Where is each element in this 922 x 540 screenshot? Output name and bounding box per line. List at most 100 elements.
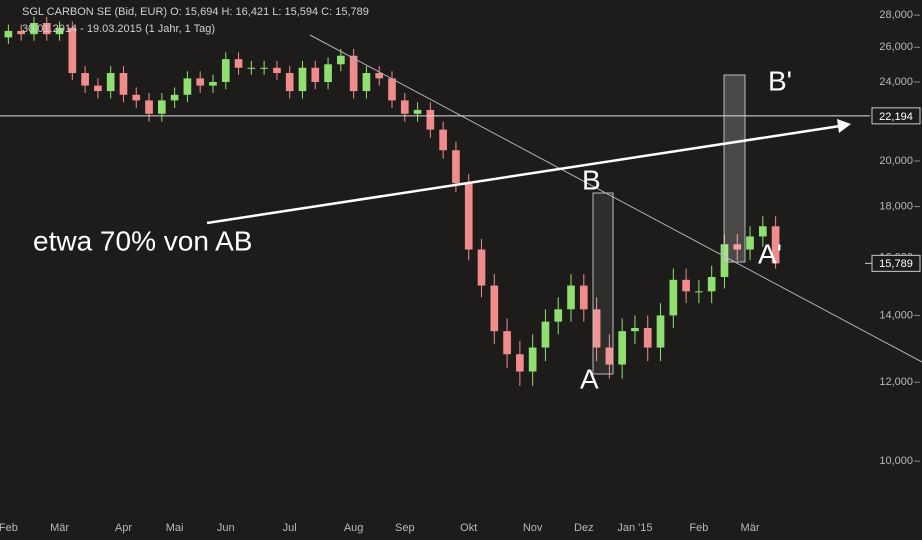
- candle-body: [106, 73, 115, 92]
- candle-body: [426, 109, 435, 130]
- candle-body: [324, 64, 332, 82]
- candle-body: [592, 309, 601, 348]
- x-tick-label: Feb: [0, 522, 18, 534]
- x-tick-label: Sep: [395, 522, 415, 534]
- price-tag-label: 15,789: [879, 258, 913, 270]
- candle-body: [349, 55, 358, 92]
- candle-body: [618, 331, 626, 365]
- candle-body: [452, 150, 460, 184]
- candle-body: [707, 276, 716, 292]
- y-tick-label: 12,000: [879, 376, 913, 388]
- candle-body: [746, 236, 754, 250]
- candle-body: [605, 347, 614, 365]
- candle-body: [567, 285, 575, 310]
- candle-body: [464, 183, 473, 250]
- x-tick-label: Jul: [283, 522, 297, 534]
- candle-body: [643, 327, 652, 348]
- candle-body: [30, 23, 38, 35]
- candle-body: [298, 67, 307, 92]
- candle-body: [68, 27, 77, 74]
- annotation: A': [758, 238, 782, 269]
- y-tick-label: 14,000: [879, 309, 913, 321]
- candle-body: [771, 226, 780, 264]
- candle-body: [503, 331, 511, 355]
- candle-body: [196, 78, 205, 86]
- y-tick-label: 24,000: [879, 76, 913, 88]
- arrow-head: [837, 119, 851, 133]
- candle-body: [439, 129, 447, 151]
- plot-area: [4, 16, 780, 386]
- candle-body: [221, 59, 230, 82]
- candle-body: [81, 73, 89, 86]
- x-tick-label: Okt: [460, 522, 477, 534]
- chart-title: SGL CARBON SE (Bid, EUR) O: 15,694 H: 16…: [22, 6, 369, 18]
- price-tag: [871, 107, 921, 125]
- candle-body: [234, 59, 243, 68]
- x-tick-label: Mär: [50, 522, 69, 534]
- candle-body: [669, 279, 678, 316]
- price-tag: [871, 254, 921, 272]
- candle-body: [528, 347, 537, 372]
- candle-body: [94, 85, 102, 92]
- candle-body: [158, 100, 166, 114]
- y-tick-label: 18,000: [879, 200, 913, 212]
- annotation: B': [768, 65, 792, 96]
- annotation: etwa 70% von AB: [33, 225, 252, 256]
- candle-body: [733, 244, 742, 250]
- candle-body: [362, 73, 371, 92]
- candle-body: [579, 285, 588, 310]
- y-tick-label: 28,000: [879, 9, 913, 21]
- x-tick-label: Apr: [115, 522, 132, 534]
- x-tick-label: Jun: [217, 522, 235, 534]
- y-tick-label: 20,000: [879, 155, 913, 167]
- candle-body: [758, 226, 767, 237]
- x-tick-label: Dez: [574, 522, 594, 534]
- arrow: [206, 124, 841, 225]
- candle-body: [132, 94, 141, 101]
- x-tick-label: Jan '15: [617, 522, 652, 534]
- range-box: [592, 192, 614, 375]
- candle-body: [55, 27, 64, 35]
- chart-subtitle: 30.01.2014 - 19.03.2015 (1 Jahr, 1 Tag): [22, 23, 215, 35]
- candle-body: [631, 327, 639, 332]
- y-tick-label: 10,000: [879, 455, 913, 467]
- candle-body: [541, 321, 550, 348]
- trend-line: [309, 34, 922, 363]
- annotation: A: [580, 363, 599, 394]
- candle-body: [490, 285, 499, 332]
- candle-body: [400, 100, 409, 114]
- candle-body: [337, 55, 345, 65]
- candle-body: [42, 23, 51, 35]
- candle-body: [273, 67, 281, 74]
- candle-body: [183, 78, 192, 95]
- price-tag-label: 22,194: [879, 111, 913, 123]
- candle-body: [260, 67, 268, 69]
- x-tick-label: Feb: [689, 522, 708, 534]
- candle-body: [285, 73, 294, 92]
- candle-body: [695, 291, 703, 293]
- candle-body: [516, 354, 524, 372]
- annotation: B: [582, 164, 601, 195]
- x-tick-label: Mär: [741, 522, 760, 534]
- candle-body: [388, 78, 396, 101]
- candle-body: [170, 94, 179, 101]
- candle-body: [682, 279, 690, 292]
- candle-body: [656, 315, 665, 348]
- candle-body: [311, 67, 320, 82]
- x-tick-label: Nov: [523, 522, 543, 534]
- x-tick-label: Mai: [166, 522, 184, 534]
- range-box: [723, 74, 746, 263]
- candle-body: [477, 249, 486, 286]
- candle-body: [119, 73, 128, 95]
- candle-body: [17, 30, 26, 35]
- x-tick-label: Aug: [344, 522, 364, 534]
- candle-body: [209, 81, 217, 86]
- candle-body: [413, 109, 422, 114]
- candle-body: [145, 100, 153, 114]
- y-tick-label: 26,000: [879, 41, 913, 53]
- candle-body: [375, 73, 384, 79]
- candle-body: [4, 30, 13, 38]
- candle-body: [247, 67, 256, 69]
